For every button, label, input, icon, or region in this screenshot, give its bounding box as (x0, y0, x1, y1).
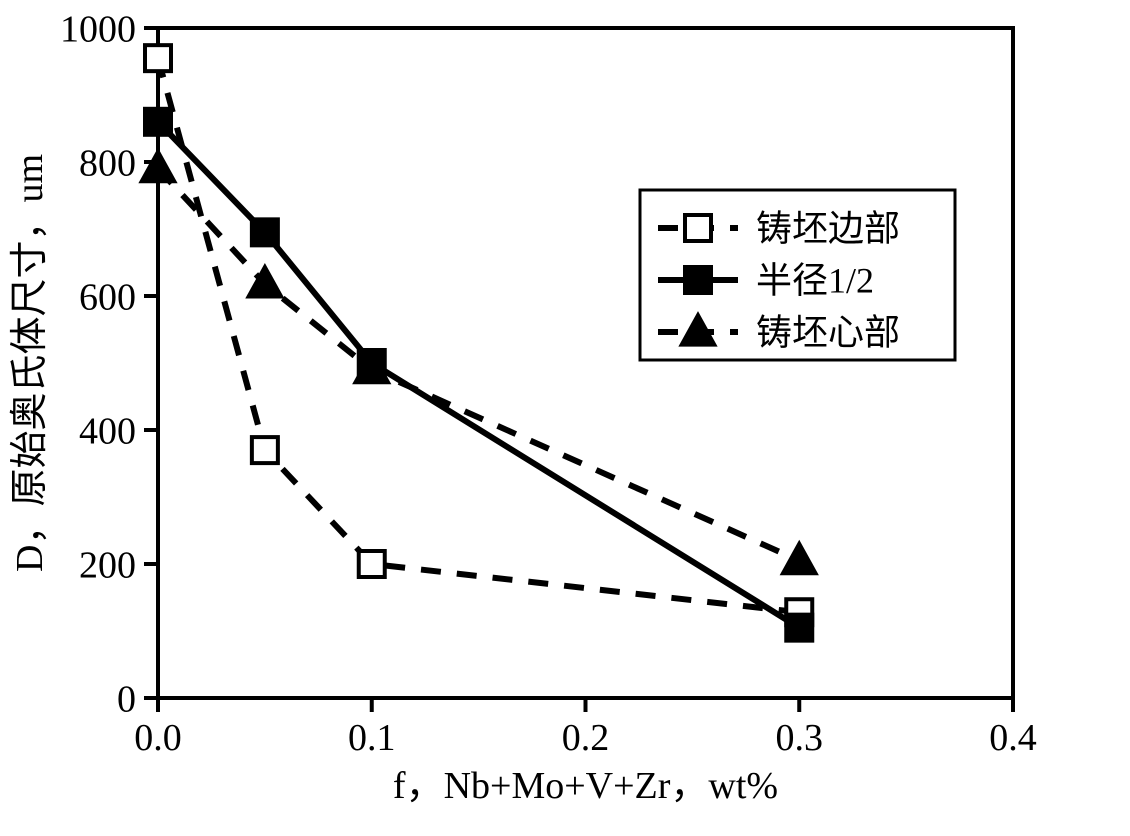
x-axis-label: f，Nb+Mo+V+Zr，wt% (393, 765, 778, 807)
y-tick-label: 600 (79, 276, 136, 318)
x-tick-label: 0.1 (348, 717, 396, 759)
y-tick-label: 800 (79, 142, 136, 184)
y-axis-label: D，原始奥氏体尺寸，um (9, 154, 51, 572)
y-tick-label: 1000 (60, 8, 136, 50)
legend-label-half: 半径1/2 (756, 261, 874, 301)
marker-legend-edge (685, 215, 711, 241)
marker-legend-half (685, 267, 711, 293)
x-tick-label: 0.2 (562, 717, 610, 759)
marker-edge (145, 45, 171, 71)
marker-core (249, 267, 281, 296)
y-tick-label: 400 (79, 410, 136, 452)
legend-label-edge: 铸坯边部 (756, 209, 900, 249)
chart-svg: 0.0 0.1 0.2 0.3 0.4 0 200 400 600 800 1000 f，Nb+Mo+… (0, 0, 1130, 836)
marker-core (142, 152, 174, 181)
x-tick-label: 0.4 (989, 717, 1037, 759)
marker-half (359, 350, 385, 376)
marker-edge (252, 437, 278, 463)
x-tick-label: 0.3 (776, 717, 824, 759)
chart-container: 0.0 0.1 0.2 0.3 0.4 0 200 400 600 800 1000 f，Nb+Mo+… (0, 0, 1130, 836)
legend-label-core: 铸坯心部 (756, 313, 900, 353)
x-tick-label: 0.0 (134, 717, 182, 759)
marker-half (145, 109, 171, 135)
marker-half (252, 219, 278, 245)
marker-edge (359, 551, 385, 577)
y-tick-label: 200 (79, 544, 136, 586)
y-tick-label: 0 (117, 678, 136, 720)
marker-core (783, 544, 815, 573)
marker-half (786, 615, 812, 641)
plot-border (158, 28, 1013, 698)
